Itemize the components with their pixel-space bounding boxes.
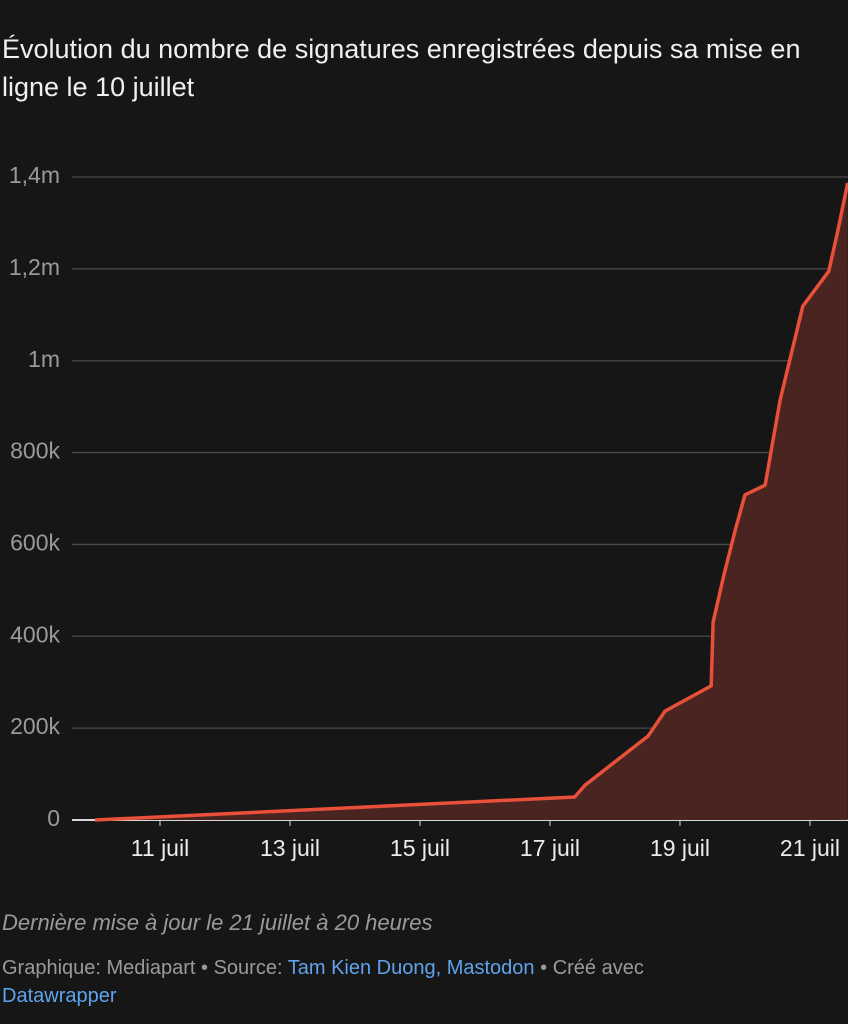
x-tick-label: 17 juil: [520, 835, 580, 861]
tool-link[interactable]: Datawrapper: [2, 985, 117, 1007]
credit-made-with: Créé avec: [552, 957, 644, 979]
y-tick-label: 600k: [10, 530, 60, 556]
y-tick-label: 200k: [10, 713, 60, 739]
chart-credit: Graphique: Mediapart • Source: Tam Kien …: [2, 954, 822, 1010]
x-tick-label: 15 juil: [390, 835, 450, 861]
y-tick-label: 0: [47, 805, 60, 831]
chart-subtitle: Évolution du nombre de signatures enregi…: [2, 34, 801, 102]
line: [94, 182, 848, 822]
x-tick-label: 21 juil: [780, 835, 840, 861]
y-tick-label: 400k: [10, 621, 60, 647]
y-tick-label: 1,4m: [9, 162, 60, 188]
x-tick-label: 13 juil: [260, 835, 320, 861]
y-tick-label: 1m: [28, 346, 60, 372]
x-tick-label: 19 juil: [650, 835, 710, 861]
credit-separator: •: [201, 957, 209, 979]
y-tick-label: 1,2m: [9, 254, 60, 280]
x-tick-label: 11 juil: [131, 835, 189, 861]
credit-separator: •: [540, 957, 548, 979]
chart-notes: Dernière mise à jour le 21 juillet à 20 …: [2, 910, 433, 935]
area: [95, 182, 848, 821]
y-tick-label: 800k: [10, 438, 60, 464]
source-link[interactable]: Tam Kien Duong, Mastodon: [287, 957, 535, 979]
credit-graphic: Graphique: Mediapart: [2, 957, 196, 979]
credit-source-label: Source:: [213, 957, 283, 979]
